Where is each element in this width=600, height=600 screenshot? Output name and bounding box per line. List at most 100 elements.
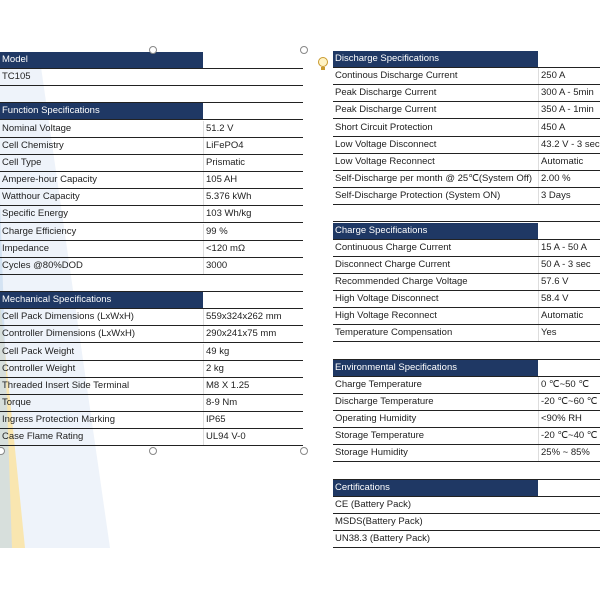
spec-label: Impedance [2, 242, 50, 254]
spec-row: Impedance <120 mΩ [0, 240, 303, 258]
section-header: Charge Specifications [333, 222, 600, 240]
spec-row: Cell Type Prismatic [0, 154, 303, 172]
spec-label: TC105 [2, 71, 31, 83]
spec-label: Continous Discharge Current [335, 70, 458, 82]
spec-value: M8 X 1.25 [203, 377, 303, 394]
spec-row: High Voltage Reconnect Automatic [333, 308, 600, 326]
spec-row: CE (Battery Pack) [333, 497, 600, 514]
spec-label: Continuous Charge Current [335, 241, 452, 253]
spec-label: Operating Humidity [335, 413, 417, 425]
spec-label: Temperature Compensation [335, 327, 453, 339]
section-title: Certifications [333, 479, 538, 496]
spec-value: -20 ℃~60 ℃ [538, 394, 600, 410]
spec-label: Discharge Temperature [335, 396, 434, 407]
layout-options-icon[interactable] [316, 56, 330, 72]
spec-value: 2 kg [203, 360, 303, 377]
spec-value: <90% RH [538, 411, 600, 428]
spec-row: Storage Humidity 25% ~ 85% [333, 445, 600, 463]
spec-value: Prismatic [203, 154, 303, 171]
spec-value: 350 A - 1min [538, 102, 600, 119]
spec-row: Peak Discharge Current 300 A - 5min [333, 85, 600, 103]
spacer-row [333, 463, 600, 480]
spec-row: Discharge Temperature -20 ℃~60 ℃ [333, 394, 600, 411]
spec-value: -20 ℃~40 ℃ [538, 428, 600, 445]
spec-label: High Voltage Disconnect [335, 293, 439, 305]
section-title: Model [0, 52, 203, 68]
spec-row: Controller Dimensions (LxWxH) 290x241x75 … [0, 326, 303, 344]
spec-row: Self-Discharge Protection (System ON) 3 D… [333, 188, 600, 206]
spec-label: Torque [2, 397, 32, 408]
spec-value: 51.2 V [203, 120, 303, 137]
spec-row: Charge Efficiency 99 % [0, 223, 303, 241]
spec-row: UN38.3 (Battery Pack) [333, 531, 600, 549]
spec-value: 450 A [538, 119, 600, 136]
section-header: Function Specifications [0, 103, 303, 121]
spec-label: Disconnect Charge Current [335, 258, 451, 270]
spec-label: Controller Weight [2, 362, 76, 374]
spec-value: 58.4 V [538, 291, 600, 308]
spec-label: CE (Battery Pack) [335, 498, 412, 510]
spec-row: Operating Humidity <90% RH [333, 411, 600, 429]
resize-handle[interactable] [149, 447, 157, 455]
section-title: Mechanical Specifications [0, 292, 203, 309]
spec-label: Nominal Voltage [2, 122, 72, 134]
spec-value: 43.2 V - 3 sec [538, 136, 600, 153]
resize-handle[interactable] [300, 447, 308, 455]
resize-handle[interactable] [149, 46, 157, 54]
spec-label: Peak Discharge Current [335, 104, 437, 116]
spec-row: Continuous Charge Current 15 A - 50 A [333, 239, 600, 257]
spec-row: Ingress Protection Marking IP65 [0, 412, 303, 430]
spec-value: UL94 V-0 [203, 429, 303, 446]
spec-row: Recommended Charge Voltage 57.6 V [333, 273, 600, 291]
spec-row: Low Voltage Reconnect Automatic [333, 153, 600, 171]
spec-row: Ampere-hour Capacity 105 AH [0, 172, 303, 190]
section-header: Mechanical Specifications [0, 292, 303, 310]
resize-handle[interactable] [300, 46, 308, 54]
spec-value: Automatic [538, 308, 600, 325]
spec-label: Cell Type [2, 156, 42, 168]
resize-handle[interactable] [0, 447, 5, 455]
section-title: Function Specifications [0, 103, 203, 120]
spec-value: 49 kg [203, 343, 303, 360]
spec-row: Cell Pack Weight 49 kg [0, 343, 303, 361]
spec-label: Cycles @80%DOD [2, 259, 83, 271]
spec-row: Low Voltage Disconnect 43.2 V - 3 sec [333, 136, 600, 154]
spec-value: IP65 [203, 412, 303, 429]
spec-label: Specific Energy [2, 208, 69, 220]
spec-row: Case Flame Rating UL94 V-0 [0, 429, 303, 447]
spec-label: Self-Discharge Protection (System ON) [335, 190, 501, 202]
spec-label: Ingress Protection Marking [2, 414, 115, 426]
spec-label: Storage Humidity [335, 447, 408, 459]
spec-row: Short Circuit Protection 450 A [333, 119, 600, 137]
spec-label: Cell Pack Dimensions (LxWxH) [2, 311, 134, 323]
spec-value: 300 A - 5min [538, 85, 600, 102]
spec-label: Storage Temperature [335, 430, 425, 442]
spec-label: Watthour Capacity [2, 191, 80, 203]
spec-value: <120 mΩ [203, 240, 303, 257]
spec-label: Threaded Insert Side Terminal [2, 379, 130, 391]
spec-label: UN38.3 (Battery Pack) [335, 533, 431, 545]
spec-value: 3 Days [538, 188, 600, 205]
spec-value: LiFePO4 [203, 137, 303, 154]
spec-row: Torque 8-9 Nm [0, 395, 303, 412]
spec-value: 103 Wh/kg [203, 206, 303, 223]
spec-row: Temperature Compensation Yes [333, 325, 600, 343]
section-header: Discharge Specifications [333, 51, 600, 68]
spec-label: Low Voltage Disconnect [335, 138, 437, 150]
spec-label: Ampere-hour Capacity [2, 174, 98, 186]
spec-value: 290x241x75 mm [203, 326, 303, 343]
spec-value: 57.6 V [538, 273, 600, 290]
spacer-row [333, 205, 600, 223]
spec-label: Case Flame Rating [2, 431, 84, 443]
section-title: Discharge Specifications [333, 51, 538, 67]
spec-value: 3000 [203, 257, 303, 274]
spec-label: Self-Discharge per month @ 25℃(System Of… [335, 173, 533, 185]
spec-row: Cycles @80%DOD 3000 [0, 257, 303, 275]
section-title: Charge Specifications [333, 222, 538, 239]
spec-row: Cell Chemistry LiFePO4 [0, 137, 303, 155]
spec-value: 8-9 Nm [203, 395, 303, 411]
section-header: Environmental Specifications [333, 359, 600, 377]
spec-row: Nominal Voltage 51.2 V [0, 120, 303, 138]
section-title: Environmental Specifications [333, 359, 538, 376]
spec-row: Continous Discharge Current 250 A [333, 68, 600, 86]
